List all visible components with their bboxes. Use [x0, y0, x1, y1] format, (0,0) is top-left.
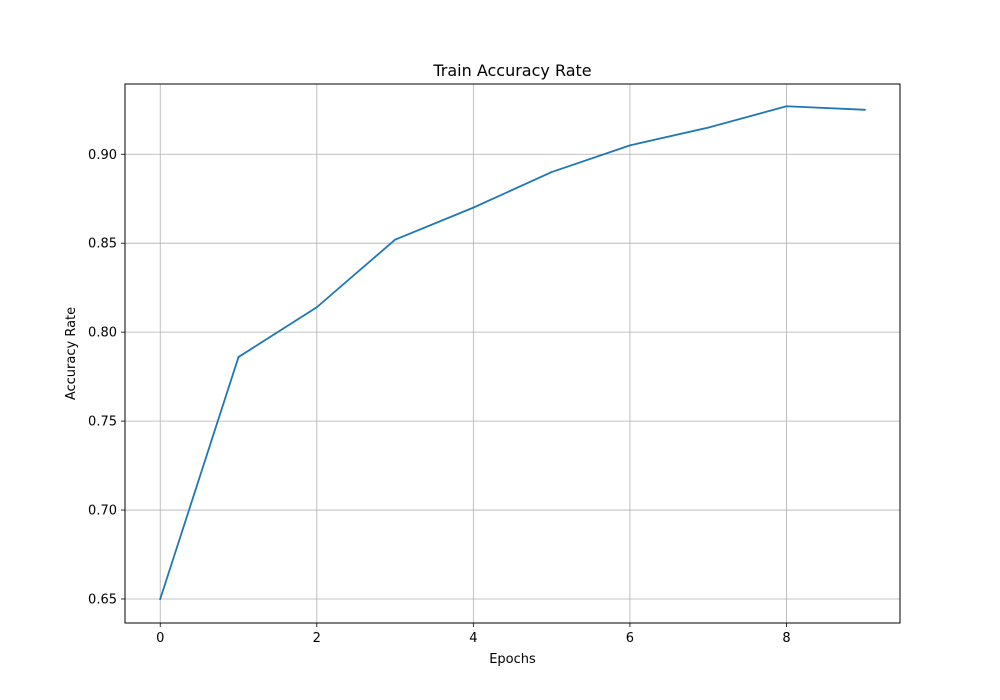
data-point	[707, 126, 710, 129]
plot-frame	[124, 83, 901, 624]
x-tick-label: 4	[469, 631, 477, 646]
data-point	[785, 105, 788, 108]
data-point	[629, 144, 631, 147]
y-tick-label: 0.90	[88, 148, 117, 163]
y-tick-label: 0.75	[88, 415, 117, 430]
x-tick-label: 8	[782, 631, 790, 646]
data-point	[315, 306, 318, 309]
data-point	[394, 238, 396, 241]
y-axis-label: Accuracy Rate	[64, 307, 79, 400]
data-point	[863, 108, 866, 111]
x-axis-label: Epochs	[489, 652, 536, 667]
x-tick-label: 6	[626, 631, 634, 646]
y-tick-label: 0.85	[88, 237, 117, 252]
ticks: 0 2 4 6 8 0.65 0.70 0.75 0.80 0.85 0.90	[88, 148, 791, 646]
data-point	[237, 356, 240, 358]
data-point	[550, 171, 553, 173]
y-tick-label: 0.65	[88, 592, 117, 607]
grid	[125, 84, 900, 623]
chart-title: Train Accuracy Rate	[432, 61, 591, 80]
y-tick-label: 0.80	[88, 326, 117, 341]
y-tick-label: 0.70	[88, 504, 117, 519]
series-line	[159, 105, 866, 601]
x-tick-label: 2	[313, 631, 321, 646]
series-layer	[159, 105, 866, 601]
data-point	[472, 206, 475, 209]
x-tick-label: 0	[156, 631, 164, 646]
data-point	[159, 598, 162, 600]
